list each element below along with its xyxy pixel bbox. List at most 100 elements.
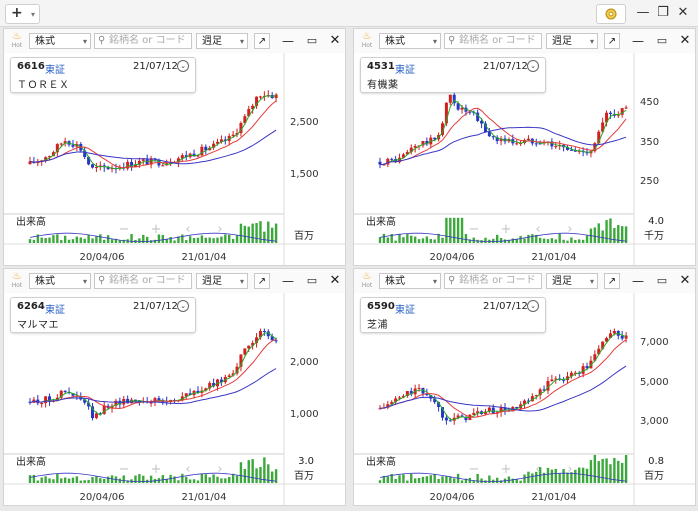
price-tick-label: 3,000 xyxy=(640,416,669,427)
volume-bar xyxy=(60,240,63,243)
volume-bar xyxy=(472,480,475,483)
price-chart[interactable]: 7,000 5,000 3,000 20/04/06 21/01/04 0.8 百万 出来高 −… xyxy=(354,293,695,506)
zoom-in-button[interactable]: + xyxy=(501,222,512,237)
search-icon: ⚲ xyxy=(448,35,456,46)
candle-body xyxy=(141,159,145,161)
zoom-out-button[interactable]: − xyxy=(469,462,480,477)
scroll-right-button[interactable]: › xyxy=(567,462,572,477)
add-panel-button[interactable]: + ▾ xyxy=(5,4,40,24)
price-chart[interactable]: 2,500 1,500 20/04/06 21/01/04 百万 出来高 − + ‹ › xyxy=(4,53,345,266)
candle-body xyxy=(569,149,573,151)
expand-info-icon[interactable]: ⌄ xyxy=(177,60,189,72)
panel-maximize-button[interactable]: ▭ xyxy=(306,274,318,287)
price-chart[interactable]: 2,000 1,000 20/04/06 21/01/04 3.0 百万 出来高 − + ‹ › xyxy=(4,293,345,506)
panel-minimize-button[interactable]: — xyxy=(632,34,644,48)
volume-bar xyxy=(235,475,239,483)
panel-close-button[interactable]: ✕ xyxy=(329,273,341,288)
candle-body xyxy=(126,398,130,404)
hot-button[interactable]: ♨ Hot xyxy=(359,271,375,291)
window-minimize-button[interactable]: — xyxy=(636,5,650,20)
chevron-down-icon: ▾ xyxy=(239,37,244,46)
volume-bar xyxy=(550,238,554,243)
hot-button[interactable]: ♨ Hot xyxy=(9,31,25,51)
candle-body xyxy=(94,413,98,419)
hot-button[interactable]: ♨ Hot xyxy=(9,271,25,291)
expand-info-icon[interactable]: ⌄ xyxy=(527,300,539,312)
scroll-left-button[interactable]: ‹ xyxy=(535,462,540,477)
zoom-out-button[interactable]: − xyxy=(469,222,480,237)
expand-info-icon[interactable]: ⌄ xyxy=(527,60,539,72)
panel-minimize-button[interactable]: — xyxy=(632,274,644,288)
scroll-right-button[interactable]: › xyxy=(217,222,222,237)
scroll-left-button[interactable]: ‹ xyxy=(185,462,190,477)
volume-bar xyxy=(437,233,440,243)
chevron-down-icon: ▾ xyxy=(30,10,35,19)
zoom-out-button[interactable]: − xyxy=(119,222,130,237)
symbol-info-box: 6590 東証 21/07/12 ⌄ 芝浦 xyxy=(360,297,546,333)
hot-button[interactable]: ♨ Hot xyxy=(359,31,375,51)
asset-type-select[interactable]: 株式 ▾ xyxy=(29,33,91,49)
scroll-left-button[interactable]: ‹ xyxy=(185,222,190,237)
panel-close-button[interactable]: ✕ xyxy=(329,33,341,48)
asset-type-select[interactable]: 株式 ▾ xyxy=(379,33,441,49)
panel-minimize-button[interactable]: — xyxy=(282,34,294,48)
volume-bar xyxy=(36,234,40,243)
ma-mid-line xyxy=(29,338,277,410)
volume-bar xyxy=(406,234,409,243)
panel-minimize-button[interactable]: — xyxy=(282,274,294,288)
expand-info-icon[interactable]: ⌄ xyxy=(177,300,189,312)
scroll-right-button[interactable]: › xyxy=(217,462,222,477)
search-icon: ⚲ xyxy=(98,35,106,46)
search-placeholder: 銘柄名 or コード xyxy=(109,275,186,286)
volume-bar xyxy=(114,238,118,243)
volume-bar xyxy=(36,480,40,483)
zoom-in-button[interactable]: + xyxy=(501,462,512,477)
asset-type-select[interactable]: 株式 ▾ xyxy=(29,273,91,289)
asset-type-value: 株式 xyxy=(35,36,55,47)
panel-maximize-button[interactable]: ▭ xyxy=(656,274,668,287)
period-select[interactable]: 週足 ▾ xyxy=(546,273,598,289)
candle-body xyxy=(526,400,530,402)
panel-maximize-button[interactable]: ▭ xyxy=(656,34,668,47)
window-restore-button[interactable]: ❐ xyxy=(657,5,669,20)
candle-body xyxy=(476,112,480,121)
expand-button[interactable]: ↗ xyxy=(604,33,620,49)
candle-body xyxy=(176,158,180,163)
expand-button[interactable]: ↗ xyxy=(254,273,270,289)
settings-button[interactable] xyxy=(596,4,626,24)
period-select[interactable]: 週足 ▾ xyxy=(196,273,248,289)
panel-close-button[interactable]: ✕ xyxy=(679,273,691,288)
candle-body xyxy=(413,146,417,148)
symbol-search-input[interactable]: ⚲ 銘柄名 or コード xyxy=(94,33,192,49)
scroll-left-button[interactable]: ‹ xyxy=(535,222,540,237)
volume-bar xyxy=(130,233,133,243)
volume-bar xyxy=(44,476,47,483)
volume-bar xyxy=(40,237,43,243)
period-select[interactable]: 週足 ▾ xyxy=(196,33,248,49)
zoom-in-button[interactable]: + xyxy=(151,462,162,477)
candle-body xyxy=(530,396,534,402)
panel-maximize-button[interactable]: ▭ xyxy=(306,34,318,47)
candle-body xyxy=(196,155,200,157)
expand-button[interactable]: ↗ xyxy=(254,33,270,49)
candle-body xyxy=(421,387,425,394)
asset-type-select[interactable]: 株式 ▾ xyxy=(379,273,441,289)
volume-bar xyxy=(157,234,161,243)
volume-bar xyxy=(484,237,487,243)
company-name: 芝浦 xyxy=(367,320,388,331)
price-chart[interactable]: 450 350 250 20/04/06 21/01/04 4.0 千万 出来高 − + ‹ › xyxy=(354,53,695,266)
expand-button[interactable]: ↗ xyxy=(604,273,620,289)
symbol-search-input[interactable]: ⚲ 銘柄名 or コード xyxy=(94,273,192,289)
window-close-button[interactable]: ✕ xyxy=(677,5,689,20)
scroll-right-button[interactable]: › xyxy=(567,222,572,237)
volume-bar xyxy=(263,457,266,483)
candle-body xyxy=(106,167,110,170)
period-select[interactable]: 週足 ▾ xyxy=(546,33,598,49)
zoom-in-button[interactable]: + xyxy=(151,222,162,237)
candle-body xyxy=(133,164,137,167)
panel-close-button[interactable]: ✕ xyxy=(679,33,691,48)
symbol-search-input[interactable]: ⚲ 銘柄名 or コード xyxy=(444,273,542,289)
zoom-out-button[interactable]: − xyxy=(119,462,130,477)
symbol-search-input[interactable]: ⚲ 銘柄名 or コード xyxy=(444,33,542,49)
volume-bar xyxy=(126,480,129,483)
